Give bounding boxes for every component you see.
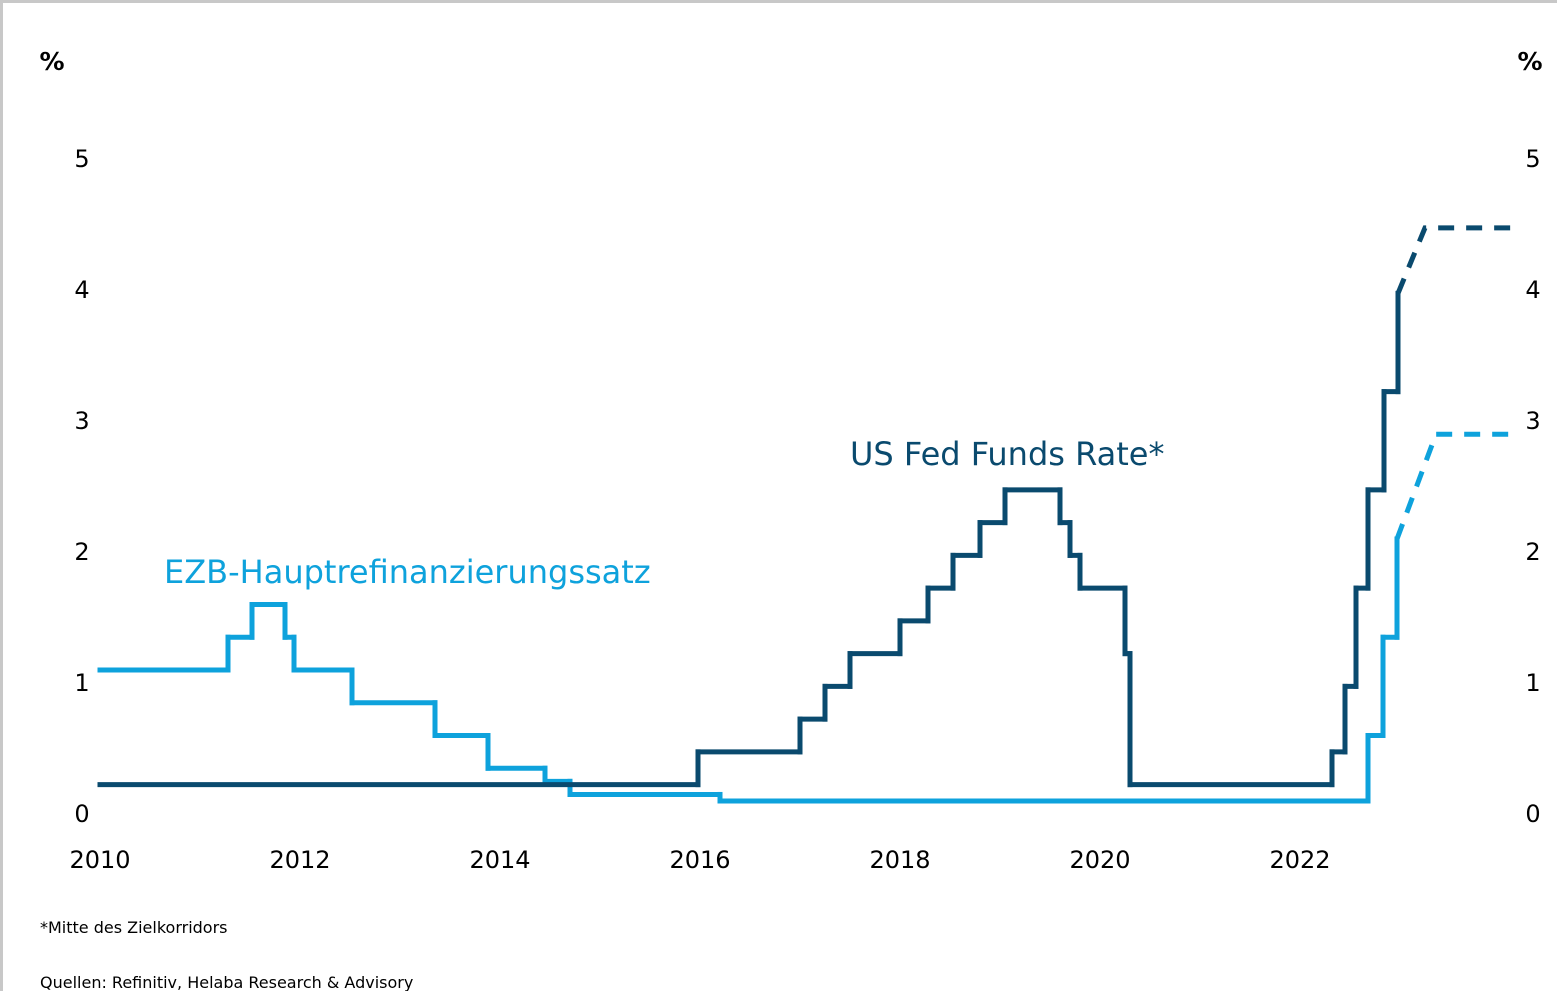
y2-tick-label: 2	[1525, 538, 1540, 566]
series-label: US Fed Funds Rate*	[850, 435, 1164, 473]
series	[97, 431, 1515, 804]
forecast-line	[1394, 431, 1515, 540]
x-tick-label: 2014	[469, 846, 530, 874]
y-axis-label: %	[39, 47, 64, 76]
y2-tick-label: 5	[1525, 145, 1540, 173]
series	[97, 225, 1515, 788]
forecast-line	[1395, 225, 1515, 295]
y-tick-label: 3	[74, 407, 89, 435]
x-tick-label: 2016	[669, 846, 730, 874]
x-tick-label: 2020	[1069, 846, 1130, 874]
y-tick-label: 4	[74, 276, 89, 304]
x-tick-label: 2018	[869, 846, 930, 874]
y2-tick-label: 4	[1525, 276, 1540, 304]
y2-tick-label: 3	[1525, 407, 1540, 435]
x-tick-label: 2022	[1269, 846, 1330, 874]
y2-tick-label: 0	[1525, 800, 1540, 828]
y2-tick-label: 1	[1525, 669, 1540, 697]
source: Quellen: Refinitiv, Helaba Research & Ad…	[40, 973, 413, 991]
x-tick-label: 2012	[269, 846, 330, 874]
y-tick-label: 2	[74, 538, 89, 566]
series-label: EZB-Hauptrefinanzierungssatz	[164, 553, 651, 591]
y-tick-label: 0	[74, 800, 89, 828]
y2-axis-label: %	[1517, 47, 1542, 76]
y-tick-label: 1	[74, 669, 89, 697]
y-tick-label: 5	[74, 145, 89, 173]
x-tick-label: 2010	[69, 846, 130, 874]
footnote: *Mitte des Zielkorridors	[40, 918, 228, 937]
